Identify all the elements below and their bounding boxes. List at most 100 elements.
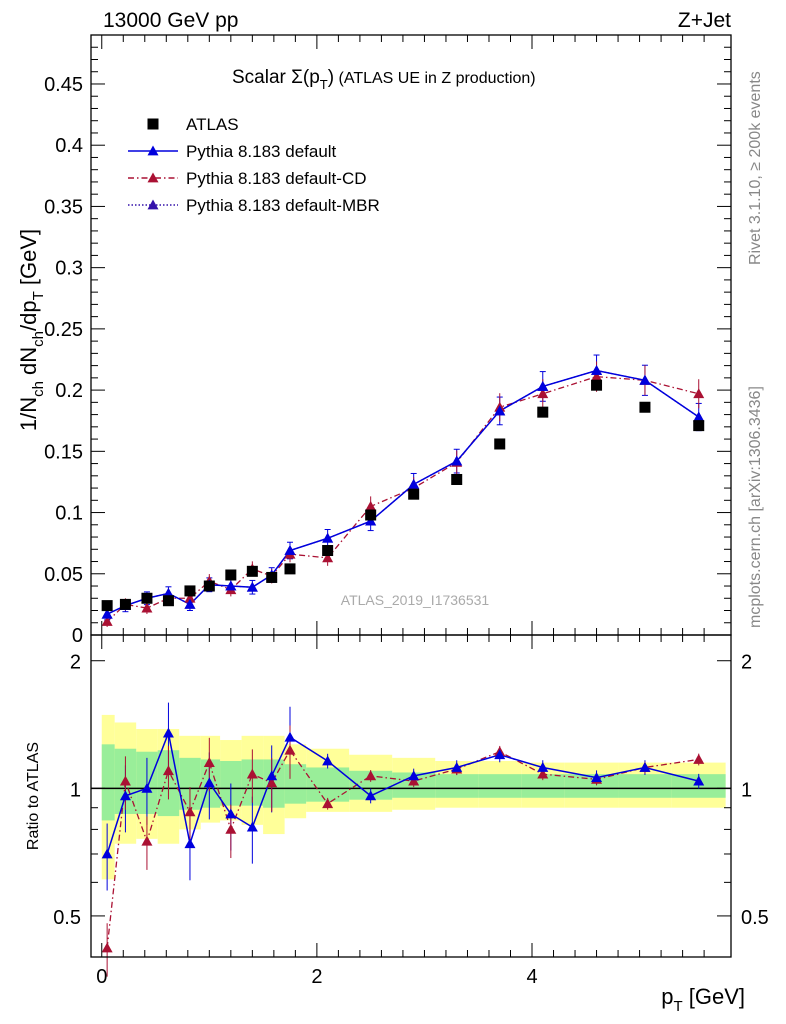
x-axis: 0 2 4 [96, 35, 705, 988]
legend-marker [147, 145, 159, 156]
ratio-point-default [184, 838, 196, 849]
point-atlas [322, 545, 334, 557]
point-default-cd [322, 552, 334, 563]
point-atlas [591, 379, 603, 391]
point-atlas [494, 438, 506, 450]
ratio-tick-label: 0.5 [53, 907, 81, 929]
uncertainty-band-inner [618, 774, 672, 798]
y-tick-label: 0.1 [55, 503, 83, 525]
point-default [101, 608, 113, 619]
mcplots-label: mcplots.cern.ch [arXiv:1306.3436] [747, 386, 764, 628]
y-tick-label: 0.4 [55, 135, 83, 157]
ratio-point-default-cd [537, 768, 549, 779]
x-tick-label: 0 [96, 966, 107, 988]
legend-label: Pythia 8.183 default-MBR [186, 196, 380, 215]
point-atlas [184, 585, 196, 597]
point-default [284, 545, 296, 555]
point-atlas [693, 420, 705, 432]
ratio-point-default [537, 761, 549, 772]
ratio-tick-label: 1 [741, 779, 752, 801]
legend-marker [147, 118, 159, 130]
point-default [537, 380, 549, 391]
point-atlas [101, 600, 113, 612]
ratio-point-default-cd [184, 806, 196, 817]
ratio-point-default-cd [266, 777, 278, 788]
ratio-point-default-cd [693, 753, 705, 764]
point-default [639, 374, 651, 385]
y-axis-label: 1/Nch dNch/dpT [GeV] [16, 229, 47, 431]
ratio-y-label: Ratio to ATLAS [25, 742, 42, 850]
y-tick-label: 0.05 [44, 564, 83, 586]
point-default [591, 365, 603, 375]
series-line-default-cd [106, 375, 699, 623]
main-y-axis: 0 0.05 0.1 0.15 0.2 0.25 0.3 0.35 0.4 0.45 [44, 46, 731, 647]
uncertainty-band-inner [564, 774, 619, 798]
y-tick-label: 0.3 [55, 258, 83, 280]
ratio-point-default-cd [203, 757, 215, 767]
legend-label: Pythia 8.183 default-CD [186, 169, 367, 188]
uncertainty-band-inner [220, 761, 242, 806]
point-default-cd [101, 616, 113, 626]
ratio-point-default-cd [408, 775, 420, 786]
ratio-point-default-cd [162, 765, 174, 776]
header-right: Z+Jet [678, 9, 731, 32]
analysis-watermark: ATLAS_2019_I1736531 [341, 592, 490, 608]
ratio-point-default-cd [284, 744, 296, 755]
ratio-point-default [119, 790, 131, 801]
ratio-point-default [693, 775, 705, 786]
point-default [408, 478, 420, 489]
ratio-point-default-cd [225, 823, 237, 834]
point-default-cd [184, 592, 196, 603]
legend-marker [147, 172, 159, 183]
ratio-point-default [162, 727, 174, 738]
point-default [365, 515, 377, 526]
legend-label: Pythia 8.183 default [186, 142, 337, 161]
x-axis-label: pT [GeV] [661, 984, 745, 1015]
point-default [184, 598, 196, 609]
point-default [246, 581, 258, 592]
y-tick-label: 0.25 [44, 319, 83, 341]
point-default [494, 405, 506, 416]
ratio-point-default [101, 848, 113, 859]
uncertainty-band-inner [101, 744, 115, 821]
ratio-y-axis: 0.5 0.5 1 1 2 2 [53, 652, 769, 929]
header-left: 13000 GeV pp [103, 9, 238, 32]
point-default-cd [537, 388, 549, 399]
ratio-point-default [246, 821, 258, 832]
point-atlas [246, 565, 258, 577]
uncertainty-band-inner [478, 774, 522, 798]
x-tick-label: 2 [311, 966, 322, 988]
legend-marker [147, 199, 159, 210]
ratio-point-default [266, 770, 278, 781]
y-tick-label: 0 [72, 625, 83, 647]
y-tick-label: 0.35 [44, 196, 83, 218]
x-tick-label: 4 [526, 966, 537, 988]
ratio-point-default [639, 761, 651, 772]
point-atlas [451, 473, 463, 485]
point-atlas [639, 401, 651, 413]
point-default-cd [141, 602, 153, 613]
y-tick-label: 0.2 [55, 380, 83, 402]
point-default-cd [693, 388, 705, 399]
point-atlas [203, 580, 215, 592]
uncertainty-band-inner [435, 774, 479, 798]
ratio-point-default [451, 761, 463, 772]
ratio-point-default-cd [119, 775, 131, 786]
ratio-point-default-cd [322, 798, 334, 809]
ratio-panel [91, 714, 731, 880]
ratio-point-default-cd [365, 770, 377, 781]
uncertainty-band-inner [521, 774, 565, 798]
legend: ATLAS Pythia 8.183 default Pythia 8.183 de… [128, 115, 380, 215]
point-atlas [365, 509, 377, 521]
point-atlas [141, 592, 153, 604]
point-default [693, 411, 705, 422]
ratio-point-default [322, 755, 334, 766]
point-default [225, 580, 237, 591]
point-atlas [225, 569, 237, 581]
ratio-data-layer [101, 702, 705, 977]
ratio-point-default [408, 770, 420, 781]
point-atlas [266, 571, 278, 583]
point-atlas [119, 598, 131, 610]
point-atlas [537, 406, 549, 418]
